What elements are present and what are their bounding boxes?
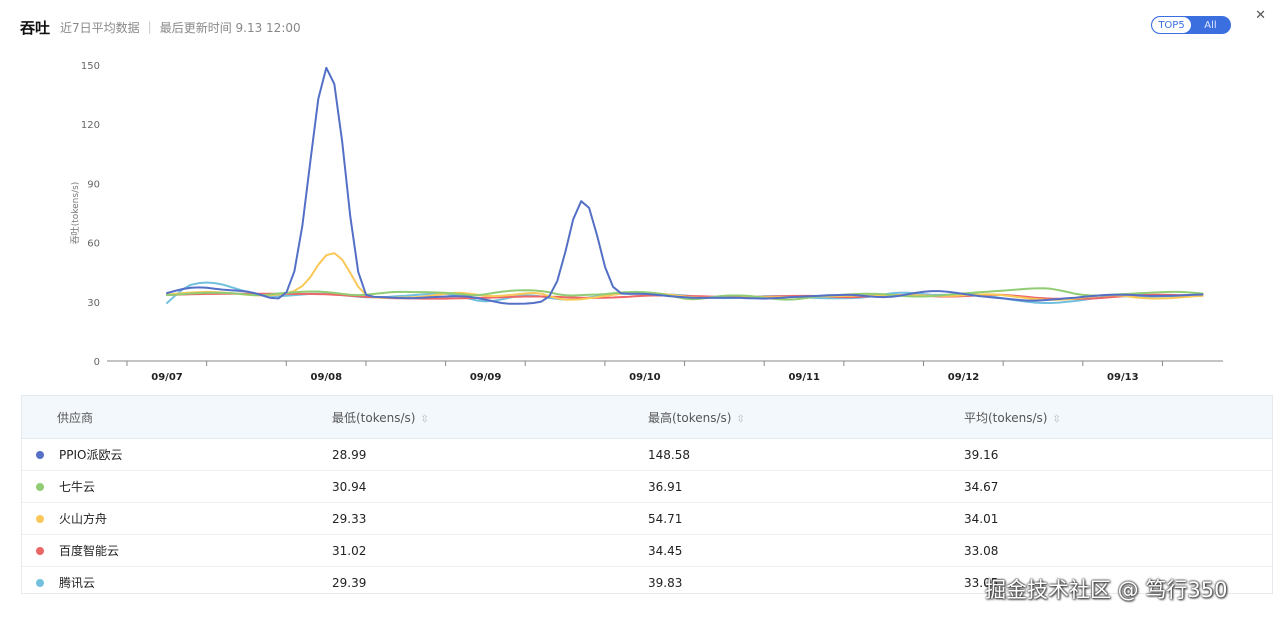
- avg-value: 33.05: [964, 575, 999, 590]
- y-tick-label: 150: [81, 61, 100, 72]
- min-value: 29.39: [332, 575, 367, 590]
- provider-name: 火山方舟: [59, 512, 108, 526]
- max-value: 148.58: [648, 447, 690, 462]
- watermark: 掘金技术社区 @ 笃行350: [985, 578, 1228, 602]
- series-color-dot: [36, 450, 44, 459]
- throughput-line-chart: 0 30 60 90 120 150 09/07 09/08 09/09 09/10 09/11 09…: [70, 61, 1223, 383]
- y-axis-label: 吞吐(tokens/s): [70, 182, 81, 245]
- close-icon[interactable]: ✕: [1255, 8, 1266, 23]
- provider-name: PPIO派欧云: [59, 448, 123, 462]
- x-tick-label: 09/11: [788, 372, 820, 383]
- x-tick-label: 09/12: [948, 372, 980, 383]
- series-color-dot: [36, 514, 44, 523]
- header-max[interactable]: 最高(tokens/s) ⇳: [648, 410, 745, 425]
- provider-name: 七牛云: [59, 480, 96, 494]
- sort-icon[interactable]: ⇳: [736, 413, 745, 425]
- toggle-top5[interactable]: TOP5: [1152, 17, 1191, 33]
- series-line: [166, 287, 1204, 301]
- sort-icon[interactable]: ⇳: [420, 413, 429, 425]
- max-value: 39.83: [648, 575, 683, 590]
- series-line: [166, 66, 1204, 305]
- series-color-dot: [36, 578, 44, 587]
- table-row: PPIO派欧云 28.99 148.58 39.16: [22, 439, 1272, 471]
- min-value: 29.33: [332, 511, 367, 526]
- x-tick-label: 09/09: [470, 372, 502, 383]
- provider-name: 百度智能云: [59, 544, 120, 558]
- page-title: 吞吐: [20, 18, 51, 37]
- min-value: 30.94: [332, 479, 367, 494]
- sort-icon[interactable]: ⇳: [1052, 413, 1061, 425]
- table-row: 火山方舟 29.33 54.71 34.01: [22, 503, 1272, 535]
- min-value: 31.02: [332, 543, 367, 558]
- header-min[interactable]: 最低(tokens/s) ⇳: [332, 410, 429, 425]
- table-header: 供应商 最低(tokens/s) ⇳ 最高(tokens/s) ⇳ 平均(token…: [22, 396, 1272, 439]
- y-tick-label: 0: [94, 357, 100, 368]
- x-tick-label: 09/08: [311, 372, 343, 383]
- subtitle: 近7日平均数据: [60, 20, 140, 35]
- avg-value: 39.16: [964, 447, 999, 462]
- x-tick-label: 09/10: [629, 372, 661, 383]
- avg-value: 34.67: [964, 479, 999, 494]
- x-tick-label: 09/07: [151, 372, 183, 383]
- y-tick-label: 90: [87, 179, 100, 190]
- toggle-all[interactable]: All: [1204, 19, 1217, 31]
- max-value: 34.45: [648, 543, 683, 558]
- avg-value: 33.08: [964, 543, 999, 558]
- header: 吞吐 近7日平均数据 | 最后更新时间 9.13 12:00: [20, 16, 301, 38]
- updated-time: 最后更新时间 9.13 12:00: [159, 20, 301, 35]
- provider-name: 腾讯云: [59, 576, 96, 590]
- table-row: 七牛云 30.94 36.91 34.67: [22, 471, 1272, 503]
- y-tick-label: 120: [81, 120, 100, 131]
- header-provider: 供应商: [57, 410, 94, 425]
- header-divider: |: [147, 20, 152, 34]
- x-tick-label: 09/13: [1107, 372, 1139, 383]
- series-color-dot: [36, 482, 44, 491]
- min-value: 28.99: [332, 447, 367, 462]
- y-tick-label: 60: [87, 239, 100, 250]
- y-tick-label: 30: [87, 298, 100, 309]
- avg-value: 34.01: [964, 511, 999, 526]
- max-value: 54.71: [648, 511, 683, 526]
- max-value: 36.91: [648, 479, 683, 494]
- table-row: 腾讯云 29.39 39.83 33.05: [22, 567, 1272, 598]
- header-avg[interactable]: 平均(tokens/s) ⇳: [964, 410, 1061, 425]
- provider-table: 供应商 最低(tokens/s) ⇳ 最高(tokens/s) ⇳ 平均(token…: [21, 395, 1273, 594]
- table-row: 百度智能云 31.02 34.45 33.08: [22, 535, 1272, 567]
- series-color-dot: [36, 546, 44, 555]
- top-filter-toggle[interactable]: TOP5 All: [1151, 16, 1231, 34]
